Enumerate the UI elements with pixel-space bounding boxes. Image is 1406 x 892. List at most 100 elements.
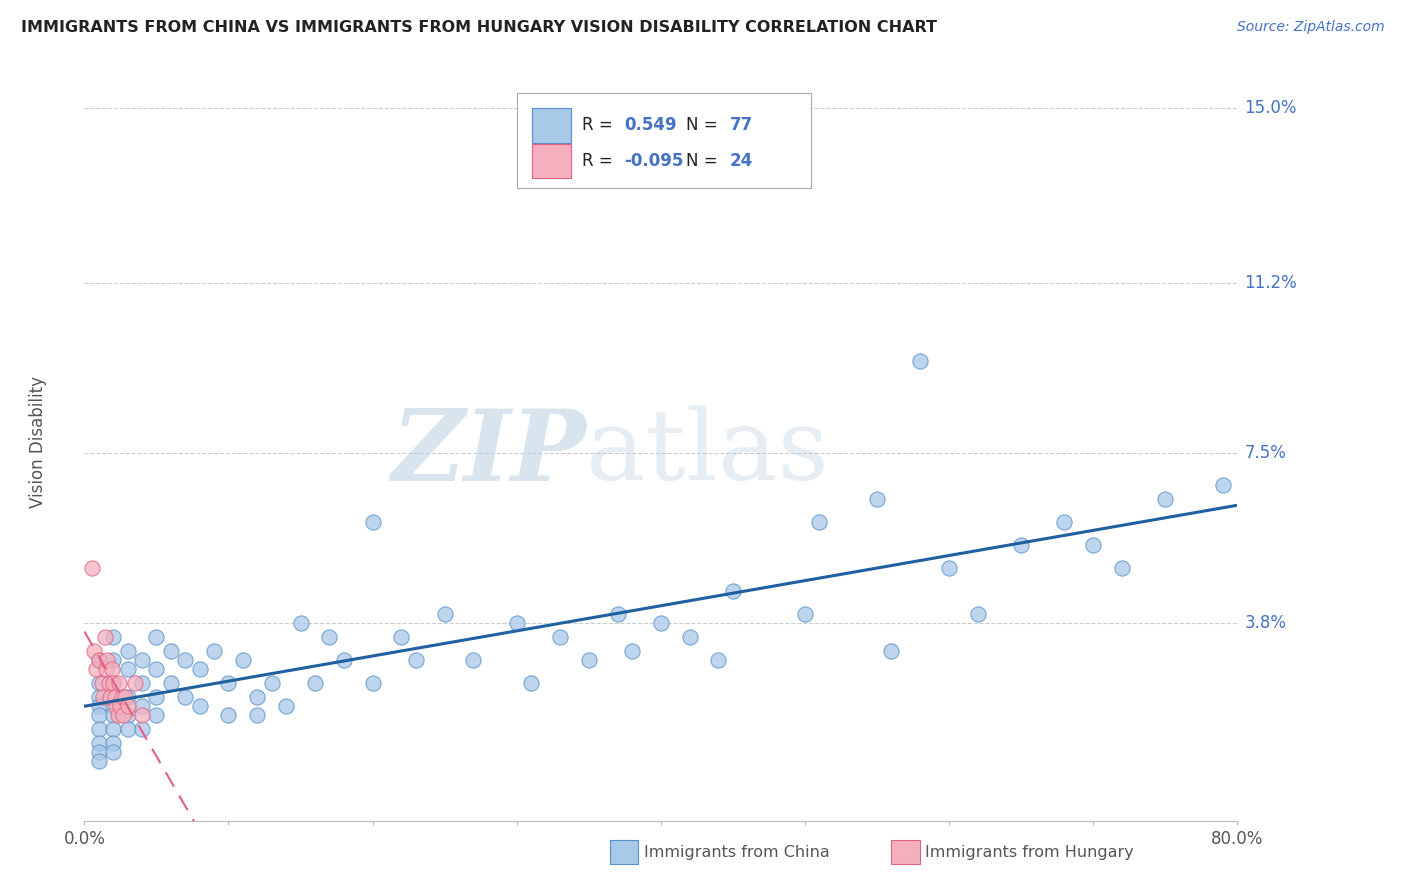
Point [112,708,135,723]
Point [276,698,298,713]
Point [131,653,153,667]
Point [117,662,139,676]
Point [87,735,110,749]
Point [290,615,312,630]
Point [463,653,485,667]
Point [80,561,103,575]
Point [131,708,153,723]
Point [506,615,529,630]
Point [520,675,543,690]
Point [1010,538,1032,552]
Point [938,561,960,575]
Point [103,698,124,713]
Point [1083,538,1105,552]
Point [679,630,702,644]
Point [361,675,384,690]
Point [103,675,124,690]
Point [174,653,197,667]
Text: 15.0%: 15.0% [1244,99,1296,118]
Point [188,698,211,713]
Point [117,643,139,657]
Text: 11.2%: 11.2% [1244,274,1298,292]
Point [103,745,124,759]
Point [433,607,456,621]
Point [117,708,139,723]
Text: IMMIGRANTS FROM CHINA VS IMMIGRANTS FROM HUNGARY VISION DISABILITY CORRELATION C: IMMIGRANTS FROM CHINA VS IMMIGRANTS FROM… [21,20,936,35]
Text: atlas: atlas [586,405,828,500]
Point [145,630,167,644]
Point [87,653,110,667]
Text: ZIP: ZIP [391,405,586,501]
Point [117,690,139,704]
Point [707,653,730,667]
Point [1154,491,1177,506]
Point [145,662,167,676]
Point [83,643,105,657]
Point [103,675,124,690]
Point [606,607,628,621]
Point [405,653,427,667]
Point [218,675,240,690]
Point [107,708,129,723]
Point [87,754,110,768]
Point [794,607,817,621]
Text: 7.5%: 7.5% [1244,444,1286,462]
Point [131,698,153,713]
Point [967,607,990,621]
Text: Immigrants from China: Immigrants from China [644,846,830,860]
FancyBboxPatch shape [517,93,811,187]
Point [110,698,132,713]
Point [87,698,110,713]
Point [114,690,136,704]
Point [145,690,167,704]
Text: R =: R = [582,116,619,135]
Point [91,690,114,704]
Point [103,630,124,644]
Point [98,690,121,704]
Point [105,698,128,713]
Point [174,690,197,704]
Point [202,643,225,657]
Point [87,745,110,759]
Point [111,690,134,704]
Point [304,675,326,690]
Point [361,515,384,529]
Point [117,698,139,713]
Point [90,675,112,690]
Point [87,708,110,723]
Text: Source: ZipAtlas.com: Source: ZipAtlas.com [1237,20,1385,34]
Point [103,735,124,749]
Text: 3.8%: 3.8% [1244,614,1286,632]
Point [910,354,932,368]
Text: N =: N = [686,152,723,170]
Point [96,653,118,667]
Point [87,722,110,736]
Point [103,708,124,723]
Point [104,690,127,704]
Point [117,722,139,736]
Point [124,675,146,690]
Text: 77: 77 [730,116,754,135]
FancyBboxPatch shape [531,108,571,143]
Point [93,630,115,644]
Point [578,653,600,667]
Text: -0.095: -0.095 [624,152,683,170]
Point [621,643,644,657]
Point [94,662,117,676]
Text: N =: N = [686,116,723,135]
Point [103,722,124,736]
Point [318,630,340,644]
Point [188,662,211,676]
Point [103,653,124,667]
Text: 24: 24 [730,152,754,170]
Point [145,708,167,723]
Point [1212,478,1234,492]
Point [87,690,110,704]
Point [260,675,283,690]
Point [1111,561,1133,575]
Point [232,653,254,667]
Point [160,675,183,690]
Point [246,690,269,704]
Point [97,675,120,690]
Point [100,662,122,676]
